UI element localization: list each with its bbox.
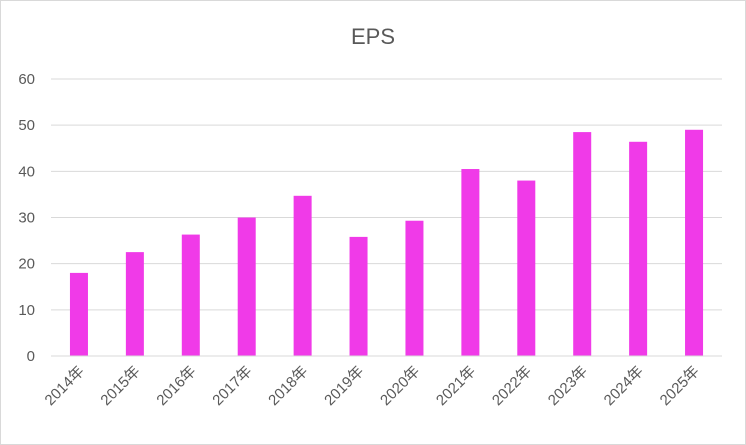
x-tick-label: 2023年 xyxy=(545,363,591,409)
x-tick-label: 2021年 xyxy=(433,363,479,409)
bar-2022年 xyxy=(517,180,536,356)
bar-2018年 xyxy=(293,195,312,356)
x-axis-tick-labels: 2014年 2015年 2016年 2017年 2018年 2019年 2020年 2021年… xyxy=(42,363,703,409)
y-tick-label: 40 xyxy=(18,163,35,180)
gridlines xyxy=(51,78,722,311)
y-tick-label: 10 xyxy=(18,302,35,319)
x-tick-label: 2015年 xyxy=(97,363,143,409)
x-tick-label: 2019年 xyxy=(321,363,367,409)
y-tick-label: 0 xyxy=(27,348,35,365)
bar-2014年 xyxy=(69,272,88,356)
x-tick-label: 2025年 xyxy=(657,363,703,409)
y-tick-label: 50 xyxy=(18,117,35,134)
bar-2020年 xyxy=(405,220,424,356)
x-tick-label: 2016年 xyxy=(153,363,199,409)
x-tick-label: 2017年 xyxy=(209,363,255,409)
x-tick-label: 2020年 xyxy=(377,363,423,409)
bar-2019年 xyxy=(349,236,368,356)
x-tick-label: 2022年 xyxy=(489,363,535,409)
y-tick-label: 30 xyxy=(18,210,35,227)
bar-2024年 xyxy=(629,141,648,356)
bar-2021年 xyxy=(461,169,480,356)
y-tick-label: 60 xyxy=(18,71,35,88)
bar-2016年 xyxy=(181,234,200,356)
bars xyxy=(69,129,704,356)
x-tick-label: 2018年 xyxy=(265,363,311,409)
y-tick-label: 20 xyxy=(18,256,35,273)
y-axis-tick-labels: 0 10 20 30 40 50 60 xyxy=(18,71,35,365)
bar-2023年 xyxy=(573,132,592,356)
bar-2015年 xyxy=(125,252,144,356)
bar-2017年 xyxy=(237,217,256,356)
x-tick-label: 2024年 xyxy=(601,363,647,409)
bar-2025年 xyxy=(685,129,704,356)
chart-title: EPS xyxy=(351,24,395,49)
x-tick-label: 2014年 xyxy=(42,363,88,409)
